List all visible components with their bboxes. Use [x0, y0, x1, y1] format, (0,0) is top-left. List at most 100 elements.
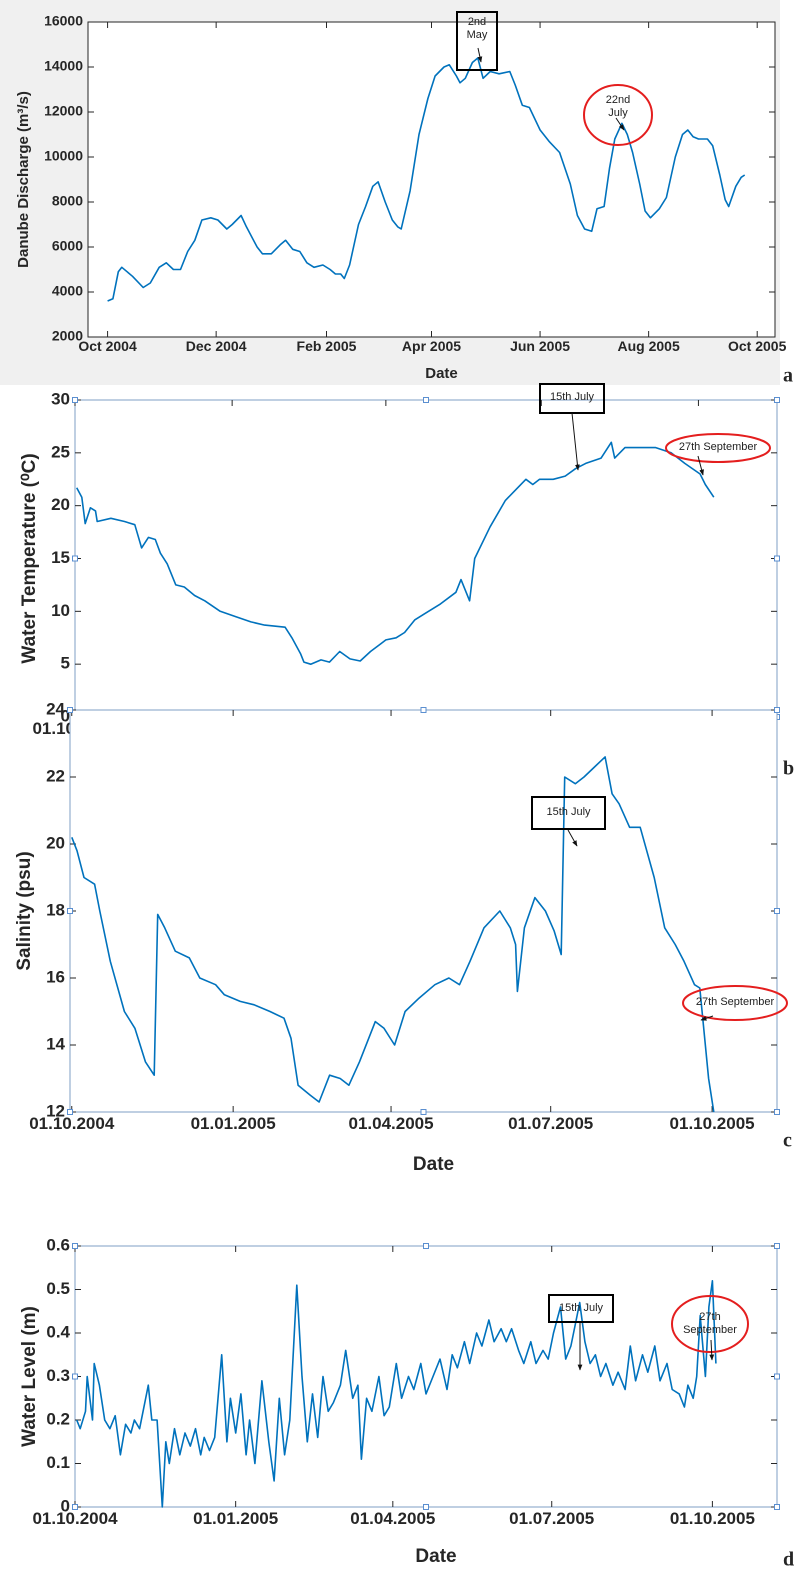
selection-handle [423, 397, 429, 403]
plot-area [87, 21, 776, 338]
y-tick-label: 6000 [52, 238, 83, 254]
annotation-ellipse [583, 84, 653, 146]
y-tick-label: 0.4 [46, 1322, 70, 1341]
annotation-text: 15th July [549, 391, 595, 403]
y-tick-label: 20 [46, 833, 65, 852]
x-tick-label: 01.04.2005 [350, 1509, 435, 1528]
annotation-box [456, 11, 498, 71]
y-tick-label: 20 [51, 495, 70, 514]
selection-handle [72, 397, 78, 403]
annotation-arrow [697, 455, 704, 476]
x-axis-title: Date [425, 365, 458, 382]
x-tick-label: 01.04.2005 [348, 1114, 433, 1133]
x-tick-label: Jun 2005 [510, 338, 570, 354]
y-tick-label: 18 [46, 900, 65, 919]
x-tick-label: 01.07.2005 [509, 1509, 594, 1528]
y-axis-title: Danube Discharge (m³/s) [15, 91, 32, 268]
y-tick-label: 0.3 [46, 1366, 70, 1385]
y-tick-label: 12 [46, 1101, 65, 1120]
selection-handle [72, 1373, 78, 1380]
y-tick-label: 22 [46, 766, 65, 785]
annotation-box [548, 1294, 614, 1323]
panel-letter: a [783, 365, 793, 387]
y-tick-label: 0.1 [46, 1453, 70, 1472]
x-tick-label: 01.07.2005 [508, 1114, 593, 1133]
y-tick-label: 14000 [44, 58, 83, 74]
annotation-text: 27th September [695, 996, 775, 1008]
x-tick-label: 01.10.2005 [670, 1114, 755, 1133]
annotation-arrow [615, 117, 625, 131]
y-tick-label: 30 [51, 389, 70, 408]
plot-area [74, 1245, 778, 1508]
y-axis-title: Water Temperature (⁰C) [19, 453, 40, 663]
y-tick-label: 14 [46, 1034, 65, 1053]
selection-handle [774, 397, 780, 403]
selection-handle [420, 1109, 427, 1115]
annotation-text: 22nd July [605, 94, 631, 119]
data-line [107, 57, 746, 302]
selection-handle [774, 908, 780, 914]
annotation-ellipse [682, 985, 788, 1021]
y-axis-title: Water Level (m) [19, 1306, 40, 1447]
data-line [71, 756, 715, 1113]
annotation-arrow [567, 829, 578, 847]
annotation-ellipse [665, 433, 771, 463]
y-tick-label: 0.2 [46, 1409, 70, 1428]
y-tick-label: 24 [46, 699, 65, 718]
y-tick-label: 0.6 [46, 1235, 70, 1254]
selection-handle [774, 1373, 780, 1380]
x-tick-label: 01.01.2005 [193, 1509, 278, 1528]
selection-handle [774, 1109, 780, 1115]
y-tick-label: 4000 [52, 283, 83, 299]
x-tick-label: Dec 2004 [186, 338, 247, 354]
annotation-arrow [709, 1339, 715, 1361]
x-tick-label: 01.01.2005 [191, 1114, 276, 1133]
x-tick-label: Oct 2005 [728, 338, 787, 354]
x-tick-label: 01.10.2004 [32, 1509, 118, 1528]
selection-handle [67, 908, 73, 914]
selection-handle [774, 1243, 780, 1249]
y-tick-label: 16000 [44, 13, 83, 29]
selection-handle [774, 707, 780, 713]
y-tick-label: 10000 [44, 148, 83, 164]
x-axis-title: Date [413, 1154, 454, 1175]
annotation-text: 15th July [546, 806, 591, 818]
y-tick-label: 8000 [52, 193, 83, 209]
annotation-text: 2nd May [466, 16, 488, 41]
selection-handle [420, 707, 427, 713]
annotation-arrow [571, 412, 580, 471]
plot-area [74, 399, 778, 718]
y-tick-label: 2000 [52, 328, 83, 344]
y-tick-label: 5 [61, 654, 70, 673]
x-tick-label: 01.10.2005 [670, 1509, 755, 1528]
selection-handle [67, 1109, 73, 1115]
selection-handle [67, 707, 73, 713]
plot-area [69, 709, 778, 1113]
x-tick-label: Aug 2005 [618, 338, 680, 354]
x-tick-label: Oct 2004 [78, 338, 137, 354]
x-axis-title: Date [415, 1546, 456, 1567]
y-tick-label: 0 [61, 1496, 70, 1515]
annotation-box [531, 796, 606, 830]
annotation-ellipse [671, 1295, 749, 1353]
annotation-text: 27th September [683, 1311, 737, 1336]
y-tick-label: 16 [46, 967, 65, 986]
selection-handle [72, 1243, 78, 1249]
selection-handle [774, 555, 780, 562]
selection-handle [774, 1504, 780, 1510]
y-tick-label: 0.5 [46, 1279, 70, 1298]
x-tick-label: Apr 2005 [402, 338, 461, 354]
data-line [75, 441, 715, 665]
panel-letter: b [783, 758, 794, 780]
annotation-text: 15th July [558, 1302, 604, 1314]
annotation-text: 27th September [678, 441, 758, 453]
y-tick-label: 12000 [44, 103, 83, 119]
selection-handle [423, 1504, 429, 1510]
x-tick-label: 01.10.2004 [29, 1114, 115, 1133]
annotation-arrow [477, 47, 483, 63]
x-tick-label: Feb 2005 [297, 338, 357, 354]
y-tick-label: 0 [61, 706, 70, 725]
data-line [75, 1280, 717, 1508]
